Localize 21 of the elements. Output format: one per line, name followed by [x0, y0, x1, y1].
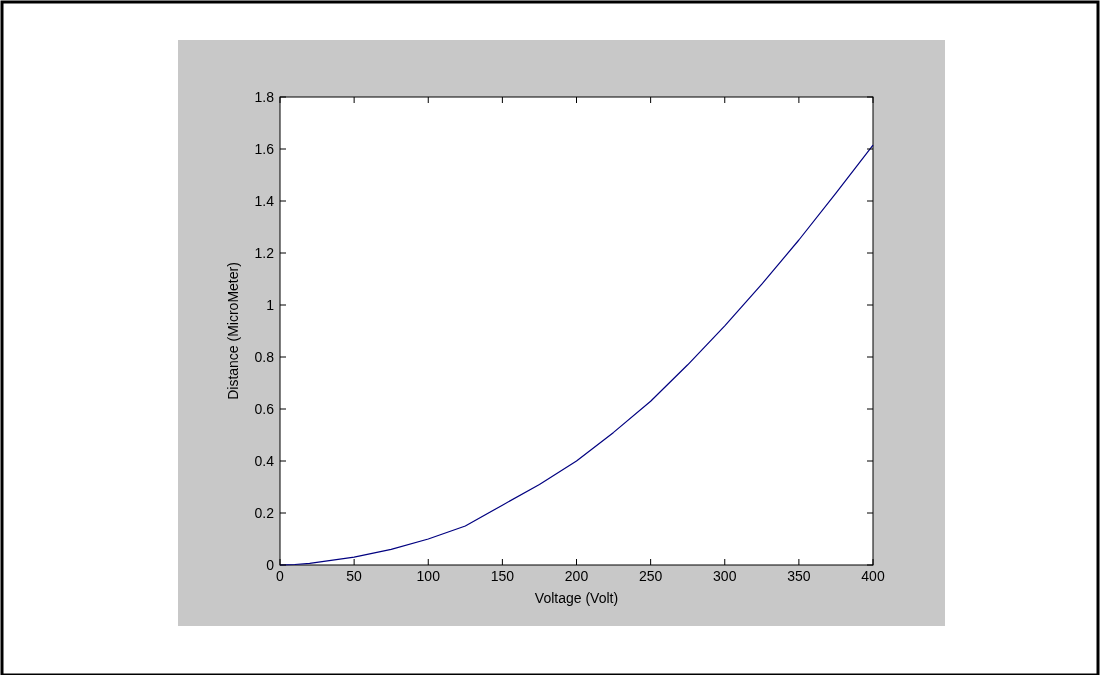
- x-tick-label: 150: [490, 568, 515, 584]
- x-tick-label: 0: [276, 568, 285, 584]
- y-tick-label: 1.8: [254, 89, 275, 105]
- y-tick-label: 0.6: [254, 401, 275, 417]
- y-tick-label: 1.4: [254, 193, 275, 209]
- x-tick-label: 200: [564, 568, 589, 584]
- x-tick-label: 350: [787, 568, 811, 584]
- x-axis-title: Voltage (Volt): [534, 590, 619, 606]
- x-tick-label: 250: [638, 568, 663, 584]
- y-tick-label: 0.4: [254, 453, 275, 469]
- y-tick-label: 0.2: [254, 505, 275, 521]
- x-tick-label: 100: [416, 568, 441, 584]
- y-tick-label: 0.8: [254, 349, 275, 365]
- x-tick-label: 400: [861, 568, 885, 584]
- y-axis-title: Distance (MicroMeter): [225, 262, 241, 400]
- x-tick-label: 50: [346, 568, 363, 584]
- y-tick-label: 1: [266, 297, 275, 313]
- x-tick-label: 300: [713, 568, 737, 584]
- y-tick-label: 0: [266, 557, 275, 573]
- y-tick-label: 1.6: [254, 141, 275, 157]
- y-tick-label: 1.2: [254, 245, 275, 261]
